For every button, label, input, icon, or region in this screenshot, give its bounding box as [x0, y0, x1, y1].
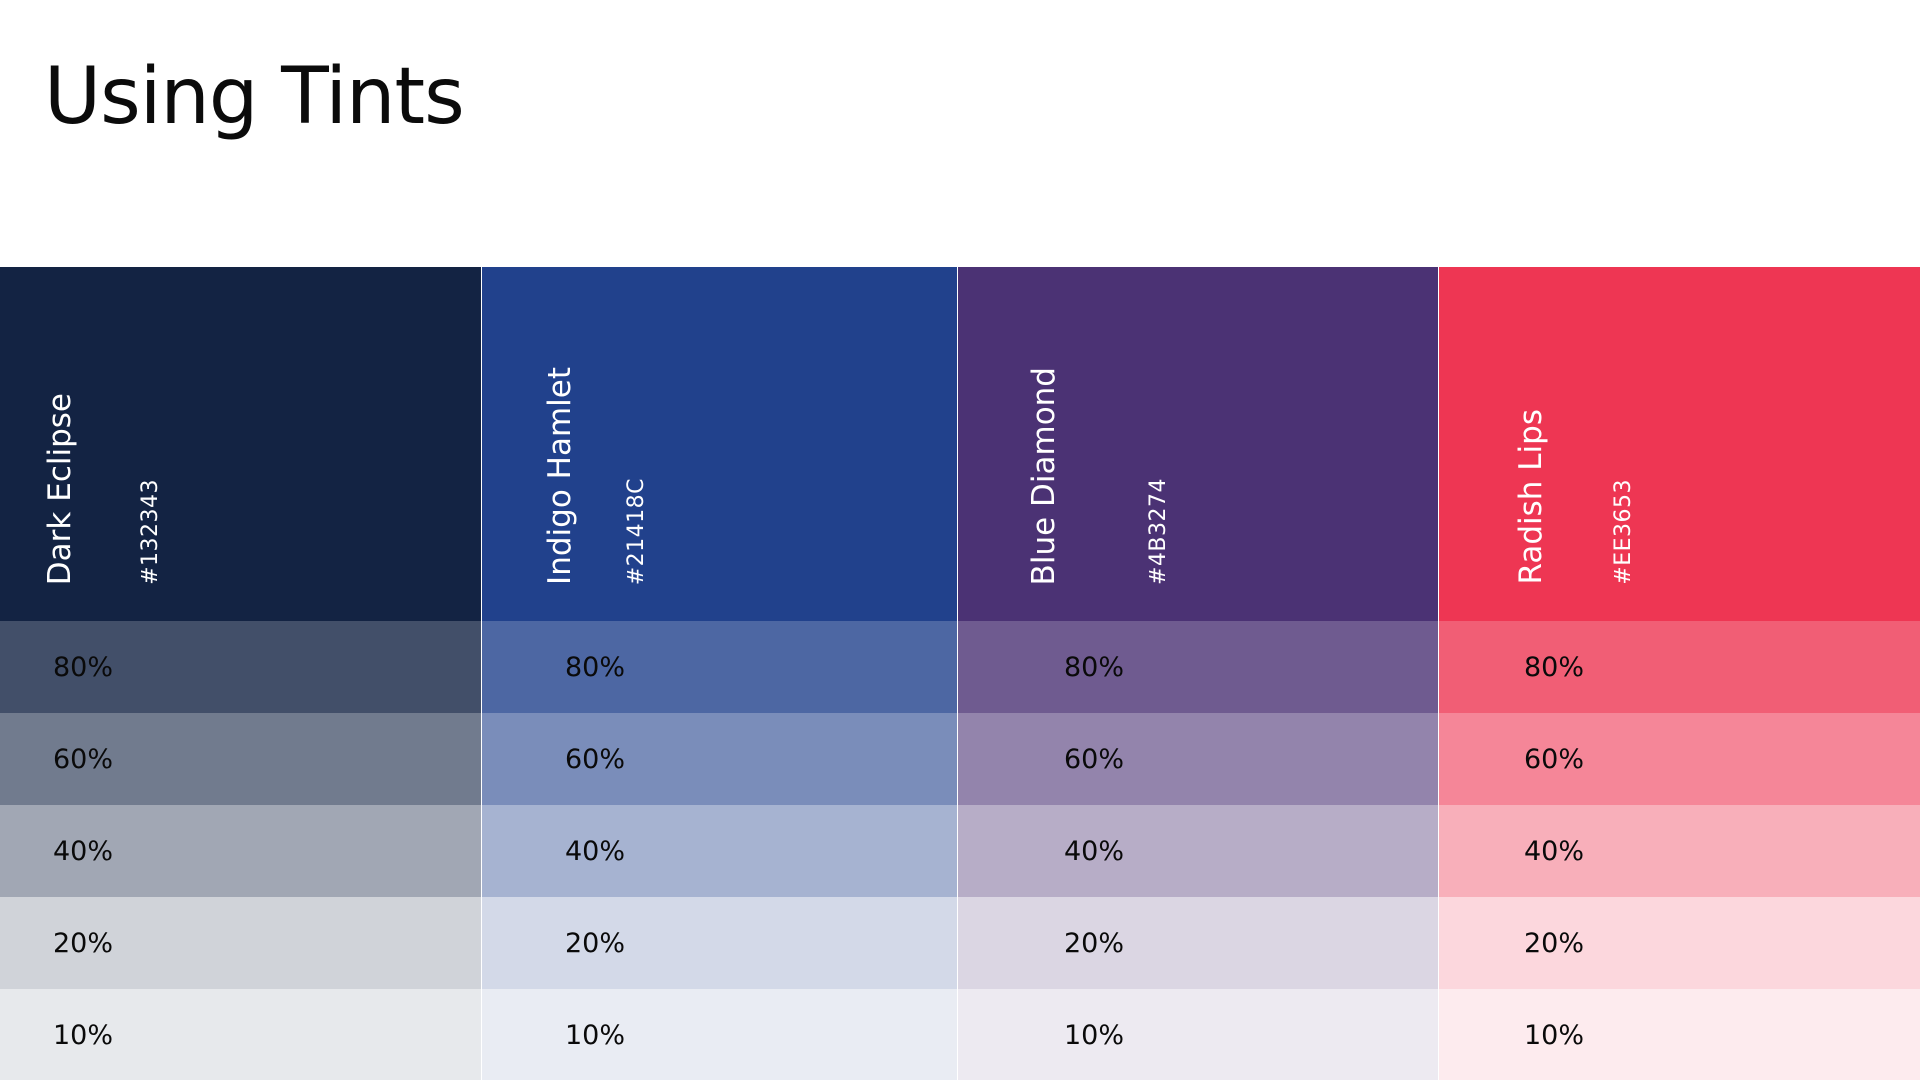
swatch-column-indigo-hamlet: Indigo Hamlet #21418C 80% 60% 40% 20% 10…: [481, 267, 957, 1080]
tint-label: 80%: [565, 651, 626, 683]
tint-row: 80%: [958, 621, 1438, 713]
color-name: Radish Lips: [1513, 409, 1549, 585]
swatch-column-dark-eclipse: Dark Eclipse #132343 80% 60% 40% 20% 10%: [0, 267, 481, 1080]
tint-row: 60%: [482, 713, 957, 805]
tint-label: 60%: [565, 743, 626, 775]
tint-label: 60%: [1064, 743, 1125, 775]
color-hex-code: #132343: [138, 479, 163, 585]
base-swatch: Radish Lips #EE3653: [1439, 267, 1920, 621]
tint-row: 80%: [482, 621, 957, 713]
tint-row: 80%: [1439, 621, 1920, 713]
tint-palette: Dark Eclipse #132343 80% 60% 40% 20% 10%…: [0, 267, 1920, 1080]
tint-label: 60%: [1524, 743, 1585, 775]
tint-row: 10%: [958, 989, 1438, 1080]
tint-label: 80%: [53, 651, 114, 683]
tint-label: 40%: [53, 835, 114, 867]
tint-row: 40%: [0, 805, 481, 897]
color-hex-code: #EE3653: [1611, 479, 1636, 585]
tint-label: 60%: [53, 743, 114, 775]
tint-row: 20%: [1439, 897, 1920, 989]
tint-label: 20%: [1524, 927, 1585, 959]
tint-label: 40%: [1064, 835, 1125, 867]
color-hex-code: #4B3274: [1146, 477, 1171, 585]
tint-row: 40%: [958, 805, 1438, 897]
color-name: Blue Diamond: [1026, 366, 1062, 585]
color-hex-code: #21418C: [624, 477, 649, 585]
tint-label: 20%: [1064, 927, 1125, 959]
tint-row: 10%: [1439, 989, 1920, 1080]
swatch-column-radish-lips: Radish Lips #EE3653 80% 60% 40% 20% 10%: [1438, 267, 1920, 1080]
page-title: Using Tints: [44, 52, 465, 142]
tint-label: 40%: [565, 835, 626, 867]
base-swatch: Indigo Hamlet #21418C: [482, 267, 957, 621]
tint-row: 40%: [1439, 805, 1920, 897]
tint-row: 20%: [482, 897, 957, 989]
swatch-column-blue-diamond: Blue Diamond #4B3274 80% 60% 40% 20% 10%: [957, 267, 1438, 1080]
tint-row: 10%: [0, 989, 481, 1080]
tint-row: 20%: [958, 897, 1438, 989]
base-swatch: Dark Eclipse #132343: [0, 267, 481, 621]
tint-row: 40%: [482, 805, 957, 897]
tint-row: 60%: [958, 713, 1438, 805]
color-name: Dark Eclipse: [42, 392, 78, 585]
tint-label: 40%: [1524, 835, 1585, 867]
tint-label: 80%: [1524, 651, 1585, 683]
tint-row: 20%: [0, 897, 481, 989]
color-name: Indigo Hamlet: [542, 367, 578, 585]
tint-label: 10%: [1064, 1019, 1125, 1051]
tint-row: 80%: [0, 621, 481, 713]
tint-row: 60%: [1439, 713, 1920, 805]
tint-label: 10%: [53, 1019, 114, 1051]
tint-row: 10%: [482, 989, 957, 1080]
tint-label: 20%: [565, 927, 626, 959]
base-swatch: Blue Diamond #4B3274: [958, 267, 1438, 621]
tint-label: 10%: [1524, 1019, 1585, 1051]
tint-row: 60%: [0, 713, 481, 805]
tint-label: 10%: [565, 1019, 626, 1051]
tint-label: 20%: [53, 927, 114, 959]
tint-label: 80%: [1064, 651, 1125, 683]
